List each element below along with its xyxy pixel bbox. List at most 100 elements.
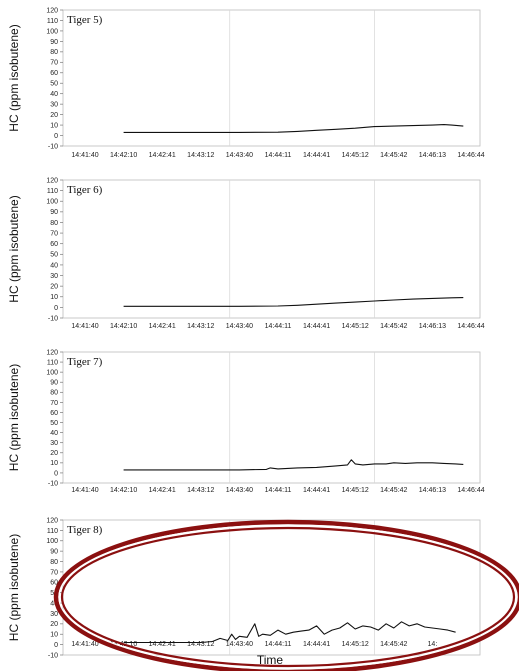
y-tick-label: 60 [50, 410, 58, 417]
y-tick-label: -10 [48, 480, 58, 487]
x-tick-label: 14:44:41 [303, 487, 330, 494]
x-tick-label: 14:41:40 [71, 152, 98, 159]
y-tick-label: 30 [50, 440, 58, 447]
y-tick-label: 90 [50, 549, 58, 556]
chart-panel-tiger-7: HC (ppm isobutene) Tiger 7) 120110100908… [7, 349, 485, 494]
chart-title: Tiger 8) [67, 524, 103, 536]
highlight-ring [60, 526, 516, 668]
x-tick-label: 14:45:42 [380, 487, 407, 494]
x-tick-label: 14:44:41 [303, 641, 330, 648]
x-tick-label: 14:41:40 [71, 641, 98, 648]
y-tick-label: 110 [47, 528, 58, 535]
x-tick-label: 14:41:40 [71, 323, 98, 330]
y-tick-label: 50 [50, 252, 58, 259]
y-axis-label: HC (ppm isobutene) [7, 364, 21, 471]
y-tick-label: 80 [50, 220, 58, 227]
x-tick-label: 14:43:12 [187, 323, 214, 330]
series-line [123, 297, 464, 307]
y-tick-label: -10 [48, 315, 58, 322]
x-tick-label: 14:46:44 [457, 323, 484, 330]
y-tick-label: 120 [46, 349, 58, 356]
x-tick-label: 14:44:11 [265, 152, 292, 159]
x-tick-label: 14:44:11 [265, 487, 292, 494]
y-axis-label: HC (ppm isobutene) [7, 195, 21, 302]
x-tick-label: 14:44:41 [303, 152, 330, 159]
y-tick-label: 30 [50, 273, 58, 280]
x-tick-label: 14:42:41 [149, 641, 176, 648]
x-tick-label: 14:42:10 [110, 487, 137, 494]
y-tick-label: 40 [50, 600, 58, 607]
y-tick-label: 90 [50, 209, 58, 216]
y-tick-label: 20 [50, 284, 58, 291]
y-tick-label: 100 [46, 370, 58, 377]
x-tick-label: 14:43:40 [226, 641, 253, 648]
y-tick-label: 120 [46, 517, 58, 524]
y-tick-label: 90 [50, 39, 58, 46]
y-axis-label: HC (ppm isobutene) [7, 534, 21, 641]
highlight-ellipse [53, 519, 519, 671]
y-tick-label: -10 [48, 652, 58, 659]
y-tick-label: 60 [50, 580, 58, 587]
x-tick-label: 14:45:12 [342, 152, 369, 159]
y-tick-label: 70 [50, 400, 58, 407]
chart-panel-tiger-5: HC (ppm isobutene) Tiger 5) 120110100908… [7, 7, 485, 159]
x-tick-label: 14:44:11 [265, 641, 292, 648]
y-tick-label: 0 [54, 642, 58, 649]
plot-frame [62, 9, 481, 147]
plot-frame [62, 351, 481, 484]
x-tick-label: 14:42:41 [149, 152, 176, 159]
plot-frame [62, 179, 481, 319]
y-tick-label: 10 [50, 122, 58, 129]
x-tick-label: 14:43:12 [187, 487, 214, 494]
y-tick-label: 90 [50, 380, 58, 387]
y-tick-label: 40 [50, 91, 58, 98]
y-tick-label: 0 [54, 305, 58, 312]
y-tick-label: 70 [50, 60, 58, 67]
y-tick-label: 120 [46, 177, 58, 184]
y-tick-label: 50 [50, 81, 58, 88]
x-tick-label: 14:46:44 [457, 152, 484, 159]
series-line [123, 124, 464, 133]
x-tick-label: 14:46:44 [457, 487, 484, 494]
x-tick-label: 14:46:13 [419, 487, 446, 494]
x-tick-label: 14:43:40 [226, 152, 253, 159]
y-tick-label: 100 [46, 199, 58, 206]
y-tick-label: 70 [50, 569, 58, 576]
x-axis-label: Time [257, 653, 284, 667]
y-tick-label: 10 [50, 294, 58, 301]
x-tick-label: 14:46:13 [419, 323, 446, 330]
y-tick-label: 30 [50, 611, 58, 618]
x-tick-label: 14:43:40 [226, 323, 253, 330]
y-tick-label: 20 [50, 112, 58, 119]
x-tick-label: 14:42:41 [149, 323, 176, 330]
x-tick-label: 14:42:41 [149, 487, 176, 494]
y-tick-label: 0 [54, 470, 58, 477]
x-tick-label: 14:44:41 [303, 323, 330, 330]
chart-title: Tiger 6) [67, 184, 103, 196]
y-tick-label: 10 [50, 632, 58, 639]
y-tick-label: 20 [50, 450, 58, 457]
x-tick-label: 14:45:42 [380, 152, 407, 159]
y-axis-label: HC (ppm isobutene) [7, 24, 21, 131]
x-tick-label: 14:42:10 [110, 323, 137, 330]
y-tick-label: 20 [50, 621, 58, 628]
x-tick-label: 14:41:40 [71, 487, 98, 494]
y-tick-label: 10 [50, 460, 58, 467]
y-tick-label: 0 [54, 133, 58, 140]
y-tick-label: 110 [47, 188, 58, 195]
x-tick-label: 14:43:12 [187, 152, 214, 159]
y-tick-label: 40 [50, 430, 58, 437]
y-tick-label: -10 [48, 143, 58, 150]
y-tick-label: 100 [46, 28, 58, 35]
series-line [123, 459, 464, 471]
y-tick-label: 80 [50, 49, 58, 56]
y-tick-label: 60 [50, 70, 58, 77]
y-tick-label: 100 [46, 538, 58, 545]
y-tick-label: 60 [50, 241, 58, 248]
x-tick-label: 14:45:42 [380, 323, 407, 330]
x-tick-label: 14: [428, 641, 438, 648]
y-tick-label: 70 [50, 230, 58, 237]
x-tick-label: 14:43:40 [226, 487, 253, 494]
chart-panel-tiger-8: HC (ppm isobutene) Tiger 8) Time 120 110 1… [7, 517, 481, 667]
